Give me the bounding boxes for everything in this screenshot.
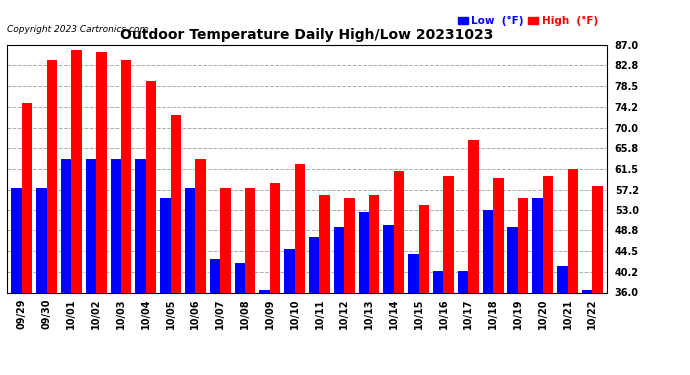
Bar <box>61 159 71 375</box>
Bar <box>319 195 330 375</box>
Bar <box>384 225 394 375</box>
Bar <box>419 205 429 375</box>
Bar <box>121 60 131 375</box>
Bar <box>259 290 270 375</box>
Bar <box>235 263 245 375</box>
Bar <box>110 159 121 375</box>
Bar <box>309 237 319 375</box>
Bar <box>210 258 220 375</box>
Bar <box>532 198 543 375</box>
Bar <box>47 60 57 375</box>
Bar <box>469 140 479 375</box>
Bar <box>483 210 493 375</box>
Bar <box>11 188 22 375</box>
Bar <box>270 183 280 375</box>
Bar <box>36 188 47 375</box>
Bar <box>543 176 553 375</box>
Bar <box>334 227 344 375</box>
Bar <box>344 198 355 375</box>
Bar <box>359 212 369 375</box>
Bar <box>146 81 156 375</box>
Bar <box>592 186 603 375</box>
Bar <box>220 188 230 375</box>
Bar <box>170 116 181 375</box>
Text: Copyright 2023 Cartronics.com: Copyright 2023 Cartronics.com <box>7 25 148 34</box>
Bar <box>96 52 107 375</box>
Bar <box>369 195 380 375</box>
Bar <box>567 169 578 375</box>
Bar <box>284 249 295 375</box>
Bar <box>408 254 419 375</box>
Title: Outdoor Temperature Daily High/Low 20231023: Outdoor Temperature Daily High/Low 20231… <box>120 28 494 42</box>
Bar <box>557 266 567 375</box>
Bar <box>394 171 404 375</box>
Bar <box>22 103 32 375</box>
Bar <box>185 188 195 375</box>
Bar <box>71 50 82 375</box>
Bar <box>195 159 206 375</box>
Bar <box>295 164 305 375</box>
Bar <box>518 198 529 375</box>
Bar <box>160 198 170 375</box>
Bar <box>493 178 504 375</box>
Bar <box>86 159 96 375</box>
Bar <box>458 271 469 375</box>
Bar <box>245 188 255 375</box>
Bar <box>135 159 146 375</box>
Bar <box>582 290 592 375</box>
Bar <box>507 227 518 375</box>
Bar <box>433 271 444 375</box>
Bar <box>444 176 454 375</box>
Legend: Low  (°F), High  (°F): Low (°F), High (°F) <box>453 12 602 30</box>
